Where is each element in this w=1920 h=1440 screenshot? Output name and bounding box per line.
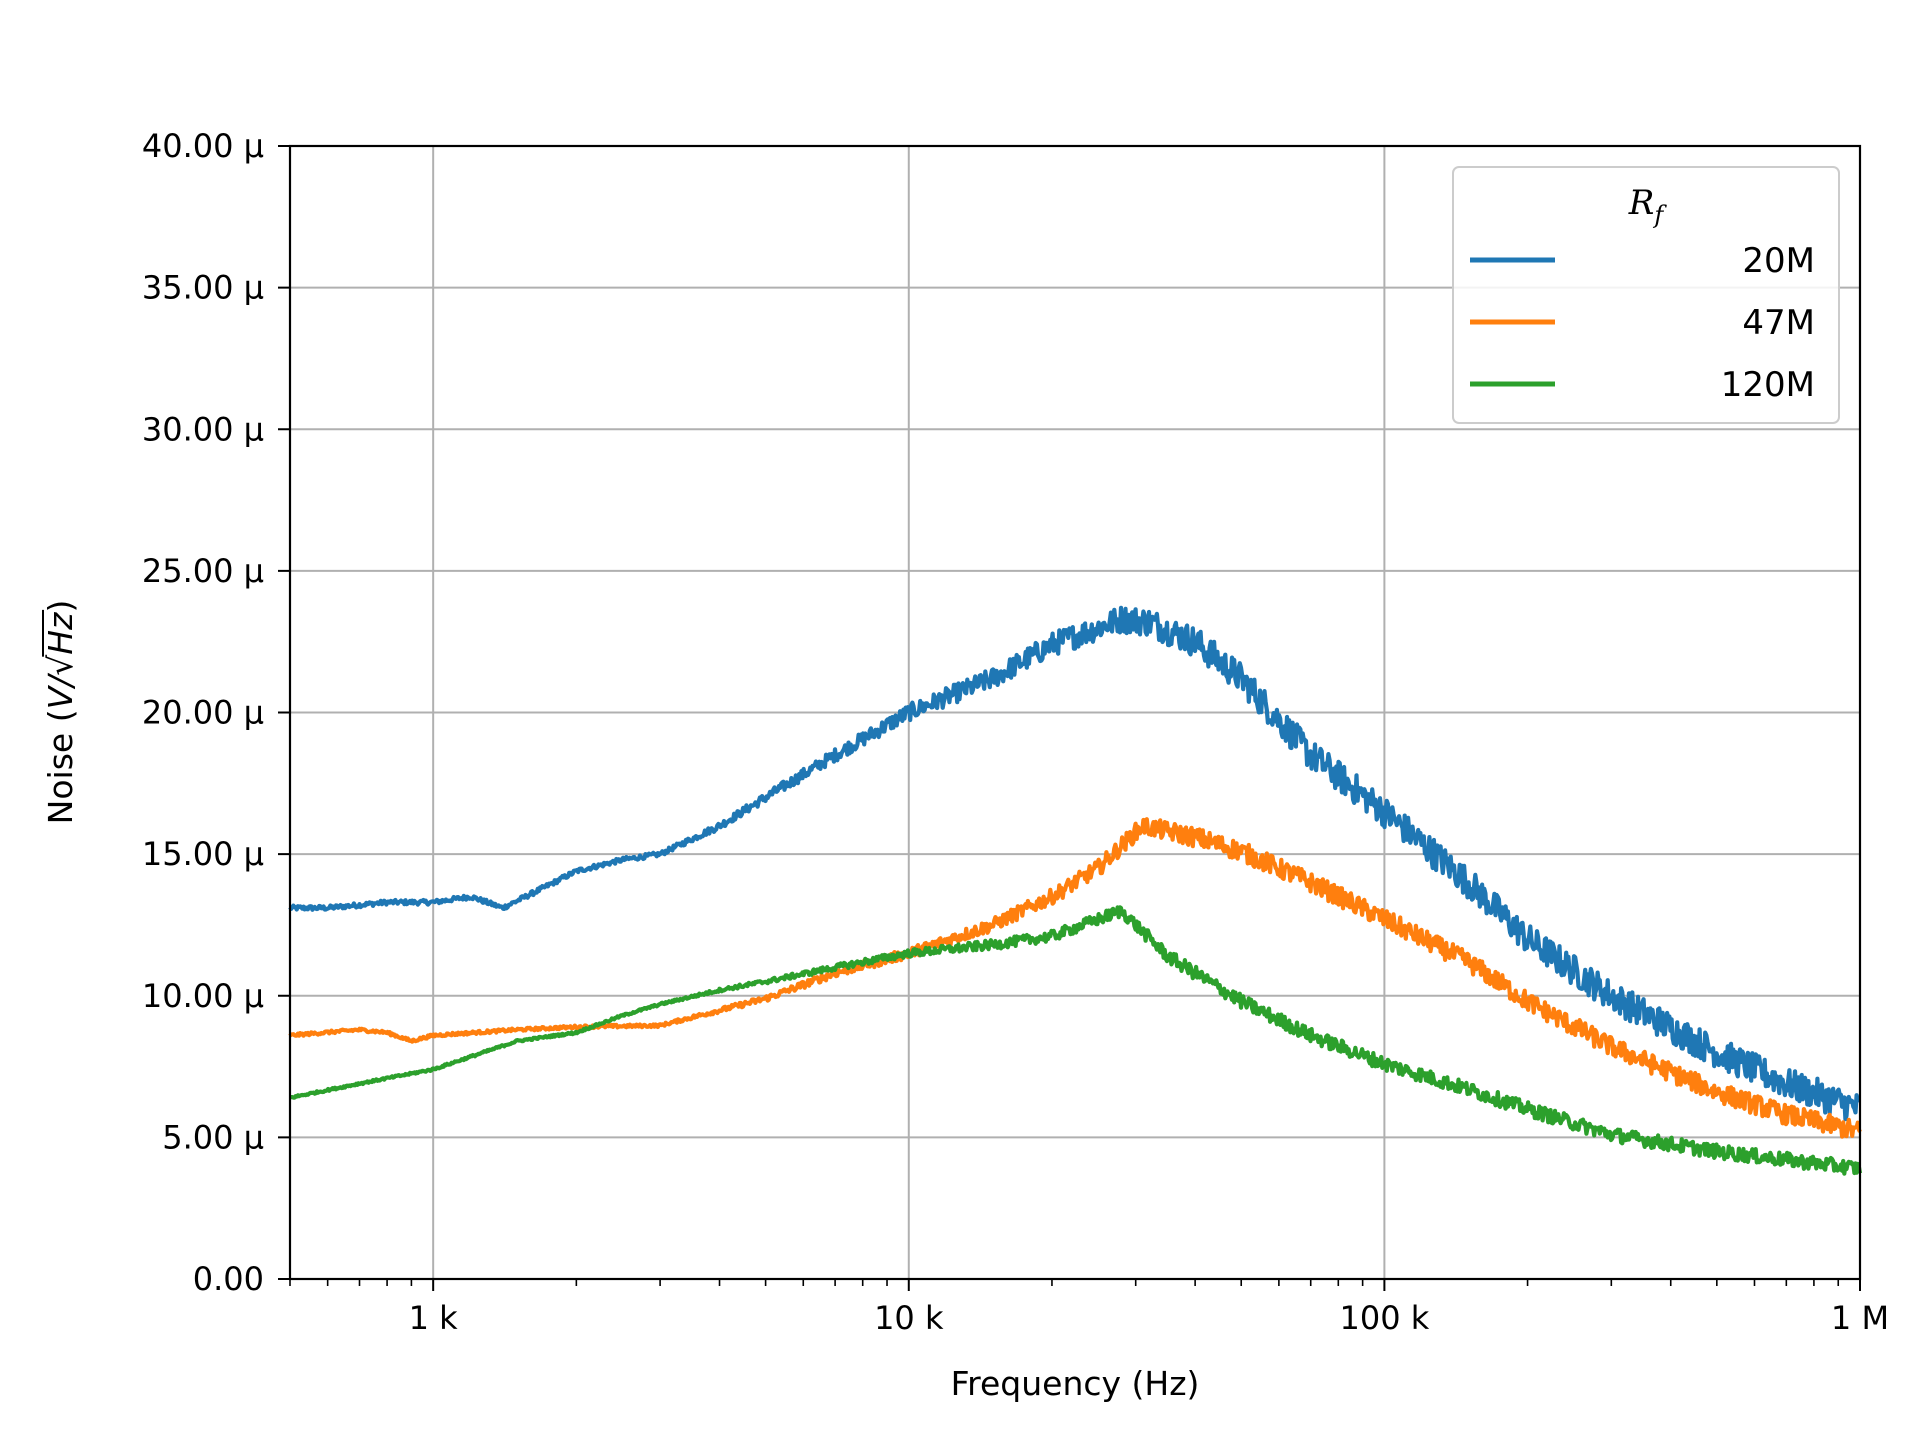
y-axis-title-slash: / bbox=[41, 672, 80, 690]
y-tick-label: 20.00 µ bbox=[142, 694, 264, 732]
ticks: 1 k 10 k 100 k 1 M 0.00 5.00 µ 10.00 µ 15.00 µ 2… bbox=[142, 127, 1889, 1337]
y-tick-label: 35.00 µ bbox=[142, 269, 264, 307]
series-line-20m bbox=[288, 605, 1861, 1122]
y-tick-label: 5.00 µ bbox=[162, 1118, 264, 1156]
x-tick-label: 100 k bbox=[1340, 1299, 1430, 1337]
y-axis-title-root: √ bbox=[41, 654, 80, 676]
legend-label-47m: 47M bbox=[1742, 303, 1815, 343]
x-tick-label: 1 k bbox=[409, 1299, 459, 1337]
y-axis-title-prefix: Noise ( bbox=[41, 709, 80, 824]
x-tick-label: 10 k bbox=[874, 1299, 944, 1337]
y-axis-title-suffix: ) bbox=[41, 600, 80, 613]
legend-label-120m: 120M bbox=[1721, 365, 1815, 405]
x-tick-label: 1 M bbox=[1831, 1299, 1889, 1337]
legend-label-20m: 20M bbox=[1742, 241, 1815, 281]
series-lines bbox=[288, 605, 1863, 1176]
y-axis-title: Noise (V/√Hz) bbox=[41, 600, 80, 825]
y-tick-label: 25.00 µ bbox=[142, 552, 264, 590]
y-tick-label: 15.00 µ bbox=[142, 835, 264, 873]
series-line-120m bbox=[289, 905, 1863, 1176]
svg-text:Noise (V/√Hz): Noise (V/√Hz) bbox=[41, 600, 80, 825]
y-tick-label: 0.00 bbox=[193, 1260, 264, 1298]
y-axis-title-var-v: V bbox=[41, 684, 80, 709]
x-axis-title: Frequency (Hz) bbox=[951, 1364, 1200, 1403]
y-tick-label: 40.00 µ bbox=[142, 127, 264, 165]
series-line-47m bbox=[288, 817, 1862, 1139]
y-tick-label: 10.00 µ bbox=[142, 977, 264, 1015]
y-axis-title-var-hz: Hz bbox=[41, 612, 80, 655]
y-tick-label: 30.00 µ bbox=[142, 410, 264, 448]
legend-items: 20M 47M 120M bbox=[1470, 241, 1815, 405]
legend-box bbox=[1452, 166, 1840, 424]
